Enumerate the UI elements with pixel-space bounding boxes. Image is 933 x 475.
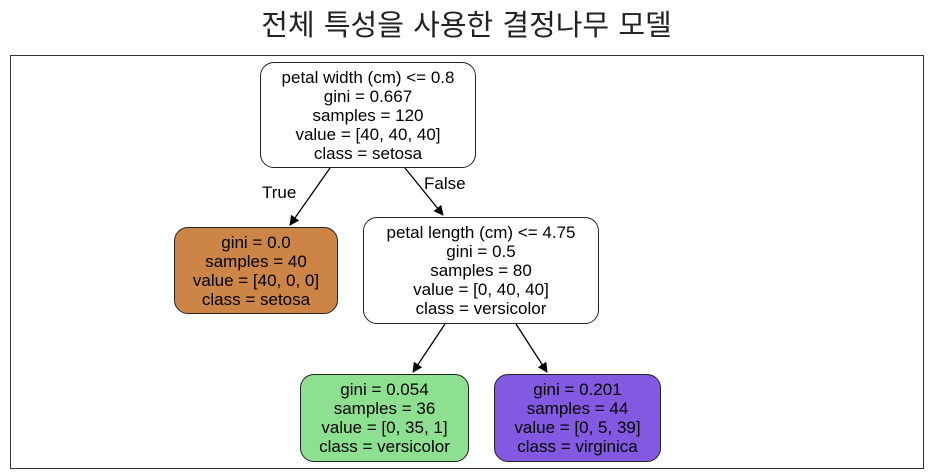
node-line: class = setosa bbox=[313, 143, 423, 163]
node-line: gini = 0.5 bbox=[446, 242, 516, 261]
diagram-frame bbox=[10, 55, 924, 469]
edge-split-virginica bbox=[515, 323, 548, 373]
edge-split-versicolor bbox=[412, 323, 446, 373]
node-line: gini = 0.054 bbox=[340, 380, 429, 399]
edge-label-true: True bbox=[262, 183, 297, 202]
node-line: value = [0, 40, 40] bbox=[413, 280, 549, 299]
node-line: samples = 44 bbox=[526, 399, 629, 418]
node-line: samples = 80 bbox=[430, 261, 532, 280]
node-line: class = setosa bbox=[201, 289, 311, 309]
node-root: petal width (cm) <= 0.8 gini = 0.667 sampl… bbox=[260, 62, 476, 168]
node-line: gini = 0.0 bbox=[221, 232, 291, 252]
node-line: value = [0, 5, 39] bbox=[514, 418, 641, 437]
node-line: petal width (cm) <= 0.8 bbox=[281, 67, 455, 87]
node-virginica-leaf: gini = 0.201 samples = 44 value = [0, 5, 3… bbox=[494, 374, 661, 462]
node-line: value = [40, 40, 40] bbox=[295, 124, 441, 144]
node-line: samples = 36 bbox=[333, 399, 436, 418]
chart-title: 전체 특성을 사용한 결정나무 모델 bbox=[261, 8, 672, 42]
edge-label-false: False bbox=[424, 174, 466, 193]
node-line: gini = 0.201 bbox=[533, 380, 622, 399]
node-line: value = [0, 35, 1] bbox=[321, 418, 448, 437]
node-line: class = versicolor bbox=[319, 437, 450, 456]
node-line: class = versicolor bbox=[415, 299, 547, 318]
node-line: gini = 0.667 bbox=[323, 86, 413, 106]
node-line: samples = 40 bbox=[205, 251, 307, 271]
node-line: samples = 120 bbox=[312, 105, 424, 125]
node-line: class = virginica bbox=[517, 437, 638, 456]
node-setosa-leaf: gini = 0.0 samples = 40 value = [40, 0, 0]… bbox=[174, 227, 338, 314]
edge-root-setosa bbox=[289, 167, 331, 226]
node-petal-length-split: petal length (cm) <= 4.75 gini = 0.5 sampl… bbox=[363, 217, 599, 324]
node-line: value = [40, 0, 0] bbox=[192, 270, 320, 290]
edge-root-petal-length bbox=[404, 167, 444, 216]
node-versicolor-leaf: gini = 0.054 samples = 36 value = [0, 35, … bbox=[300, 374, 469, 462]
node-line: petal length (cm) <= 4.75 bbox=[386, 223, 576, 242]
